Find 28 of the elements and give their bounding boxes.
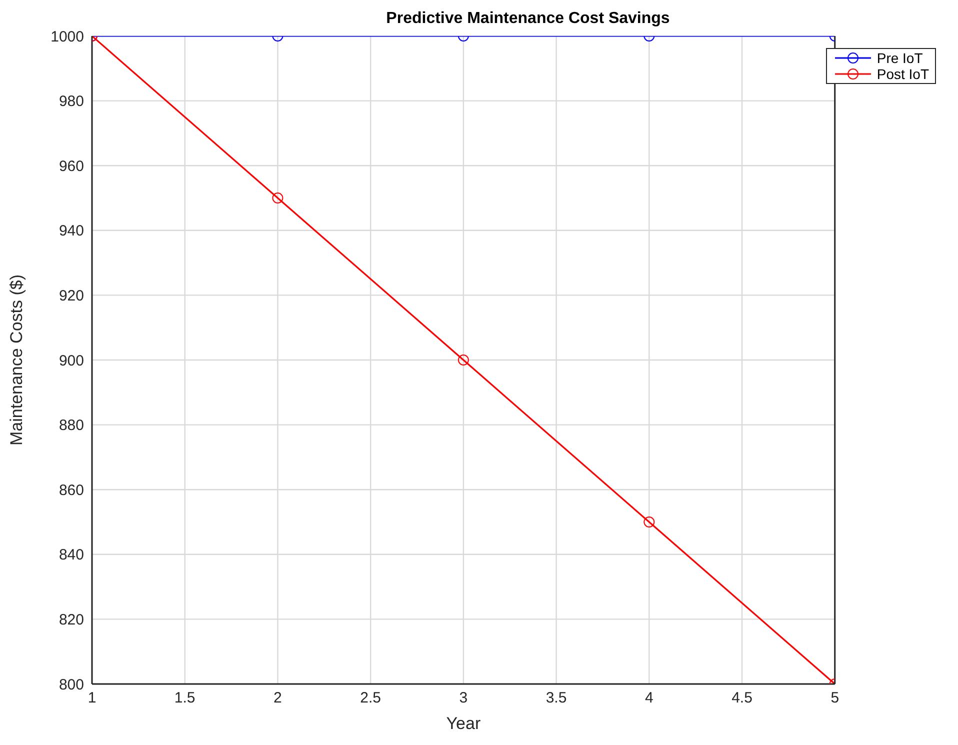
x-tick-label: 1.5 [174, 690, 196, 707]
x-tick-label: 2 [274, 690, 282, 707]
line-series [92, 36, 835, 684]
y-tick-label: 900 [58, 352, 84, 370]
y-tick-label: 820 [58, 612, 84, 629]
y-tick-label: 860 [58, 482, 84, 499]
x-tick-label: 3 [459, 690, 468, 707]
y-tick-label: 940 [58, 222, 84, 240]
y-tick-label: 880 [58, 417, 84, 434]
y-tick-label: 1000 [50, 28, 84, 46]
legend-label: Pre IoT [876, 50, 923, 66]
y-tick-label: 960 [58, 158, 84, 175]
x-tick-label: 5 [830, 690, 840, 707]
x-tick-label: 2.5 [360, 690, 381, 707]
x-tick-label: 1 [88, 690, 96, 707]
y-tick-label: 840 [58, 546, 84, 564]
x-axis-title: Year [446, 714, 481, 733]
point [272, 192, 284, 204]
x-tick-label: 3.5 [546, 690, 567, 707]
y-tick-label: 800 [58, 676, 84, 694]
x-tick-label: 4.5 [732, 690, 752, 707]
chart-title: Predictive Maintenance Cost Savings [385, 10, 671, 28]
y-tick-label: 980 [58, 93, 84, 110]
y-tick-label: 920 [58, 288, 84, 305]
x-tick-label: 4 [644, 690, 654, 707]
point [458, 354, 469, 366]
legend-label: Post IoT [876, 66, 929, 82]
y-axis-title: Maintenance Costs ($) [7, 274, 26, 446]
